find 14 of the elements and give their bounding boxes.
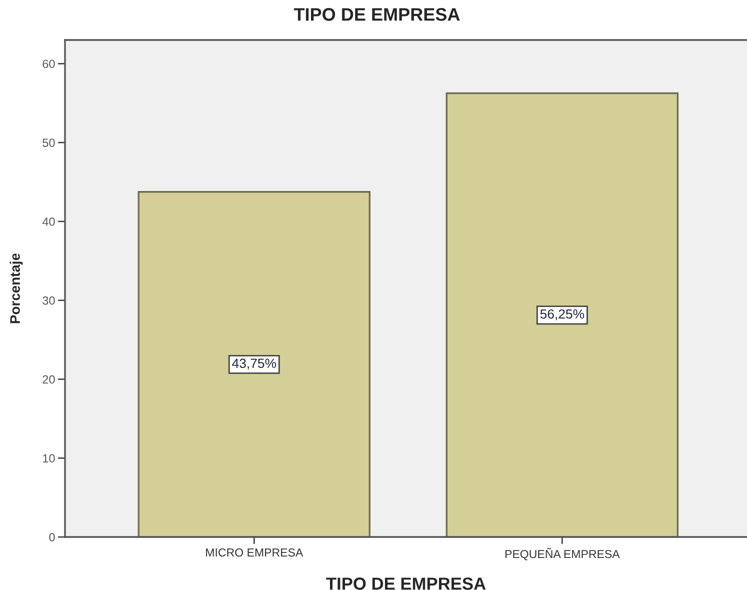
y-tick-label: 30 — [42, 296, 55, 305]
x-tick-label: MICRO EMPRESA — [206, 548, 304, 557]
y-tick-label: 10 — [43, 454, 55, 463]
y-tick-label: 0 — [49, 533, 55, 542]
y-tick-label: 20 — [42, 375, 55, 384]
data-label: 43,75% — [232, 358, 276, 370]
y-tick-label: 40 — [42, 217, 55, 226]
y-axis-title: Porcentaje — [10, 253, 23, 324]
y-tick-label: 50 — [42, 138, 55, 147]
x-tick-label: PEQUEÑA EMPRESA — [505, 548, 620, 560]
x-axis-title: TIPO DE EMPRESA — [326, 578, 486, 590]
chart-title: TIPO DE EMPRESA — [294, 8, 460, 21]
y-tick-label: 60 — [42, 60, 55, 68]
data-label: 56,25% — [540, 309, 584, 320]
